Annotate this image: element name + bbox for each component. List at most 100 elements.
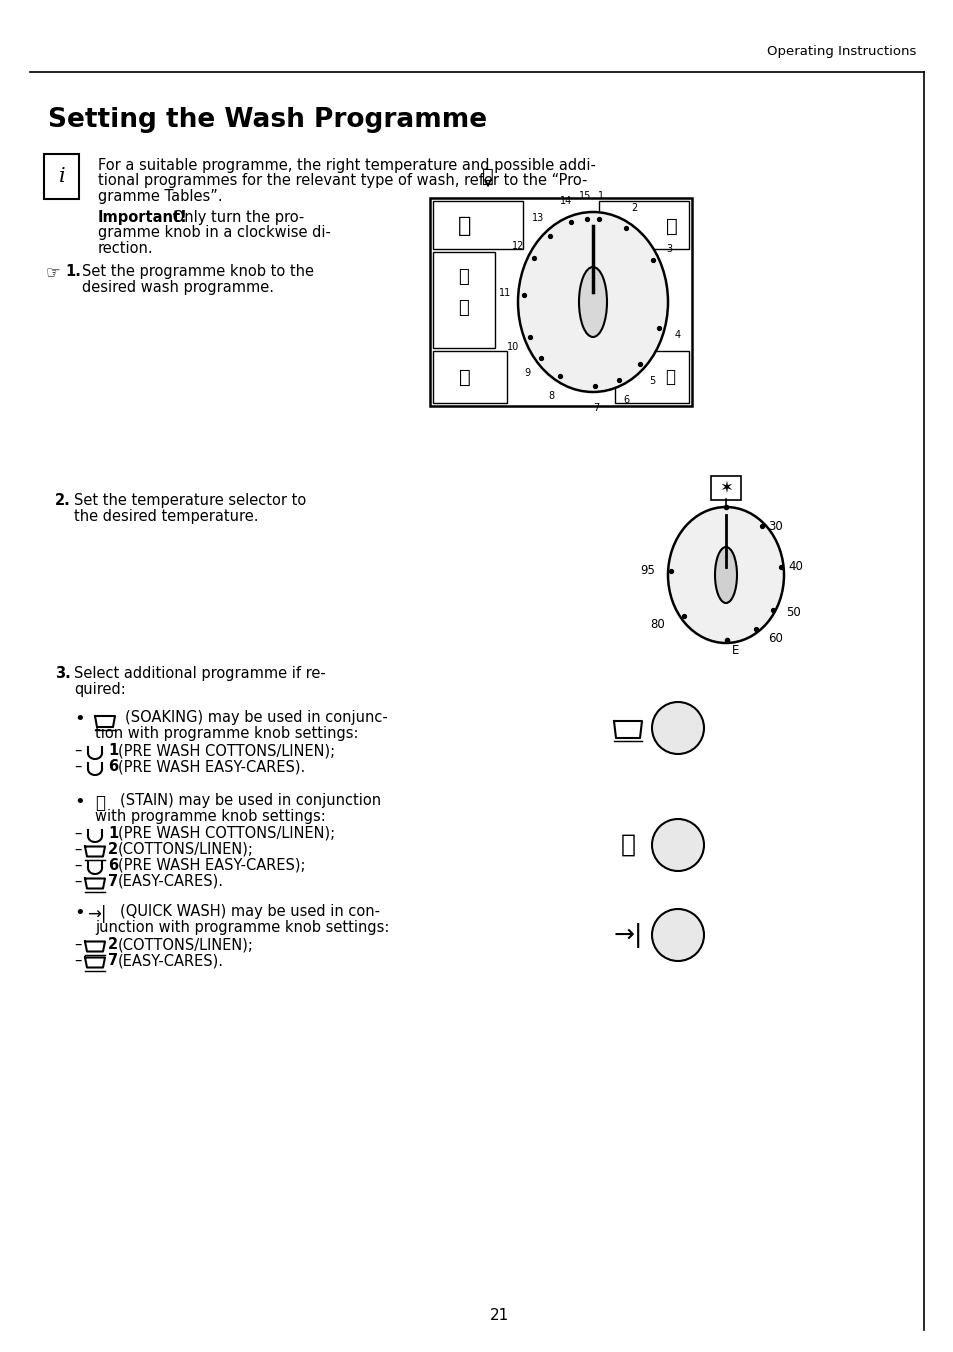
Text: junction with programme knob settings:: junction with programme knob settings:: [95, 919, 389, 936]
Text: –: –: [74, 953, 81, 968]
Ellipse shape: [517, 212, 667, 392]
Text: 13: 13: [532, 214, 544, 223]
Text: (SOAKING) may be used in conjunc-: (SOAKING) may be used in conjunc-: [125, 710, 387, 725]
FancyBboxPatch shape: [615, 352, 688, 403]
Text: 80: 80: [650, 618, 664, 631]
Text: gramme knob in a clockwise di-: gramme knob in a clockwise di-: [98, 226, 331, 241]
FancyBboxPatch shape: [710, 476, 740, 500]
Text: →|: →|: [87, 904, 107, 923]
FancyBboxPatch shape: [598, 201, 688, 249]
Text: 🧤: 🧤: [458, 268, 469, 287]
Circle shape: [651, 909, 703, 961]
Text: 14: 14: [559, 196, 571, 206]
Text: 🧶: 🧶: [458, 299, 469, 316]
Text: Important!: Important!: [98, 210, 188, 224]
Text: (COTTONS/LINEN);: (COTTONS/LINEN);: [118, 937, 253, 952]
Text: 60: 60: [768, 633, 782, 645]
Text: Operating Instructions: Operating Instructions: [766, 45, 915, 58]
Text: ⌾: ⌾: [481, 166, 494, 185]
Text: Only turn the pro-: Only turn the pro-: [168, 210, 304, 224]
FancyBboxPatch shape: [433, 201, 522, 249]
Text: tion with programme knob settings:: tion with programme knob settings:: [95, 726, 358, 741]
Text: 2.: 2.: [55, 493, 71, 508]
Text: ☞: ☞: [46, 264, 61, 283]
Text: 40: 40: [788, 561, 802, 573]
Text: ⏻: ⏻: [665, 216, 678, 235]
Text: 50: 50: [786, 607, 801, 619]
Text: –: –: [74, 842, 81, 857]
Text: •: •: [74, 794, 85, 811]
FancyBboxPatch shape: [430, 197, 691, 406]
Text: 9: 9: [523, 368, 530, 379]
Text: 👕: 👕: [95, 794, 105, 813]
Text: 7: 7: [108, 873, 118, 890]
Text: Select additional programme if re-: Select additional programme if re-: [74, 667, 325, 681]
Text: 1: 1: [108, 826, 118, 841]
Text: (STAIN) may be used in conjunction: (STAIN) may be used in conjunction: [120, 794, 381, 808]
Text: 1: 1: [597, 191, 603, 201]
Text: rection.: rection.: [98, 241, 153, 256]
Text: →|: →|: [613, 922, 642, 948]
Circle shape: [651, 819, 703, 871]
Text: For a suitable programme, the right temperature and possible addi-: For a suitable programme, the right temp…: [98, 158, 596, 173]
Text: 7: 7: [593, 403, 598, 414]
Text: –: –: [74, 859, 81, 873]
Text: (EASY-CARES).: (EASY-CARES).: [118, 953, 224, 968]
Text: 6: 6: [108, 758, 118, 773]
Text: –: –: [74, 826, 81, 841]
Text: Setting the Wash Programme: Setting the Wash Programme: [48, 107, 487, 132]
Text: ✶: ✶: [719, 479, 732, 498]
Text: •: •: [74, 904, 85, 922]
Text: desired wash programme.: desired wash programme.: [82, 280, 274, 295]
FancyBboxPatch shape: [433, 251, 495, 347]
Text: 6: 6: [108, 859, 118, 873]
Text: gramme Tables”.: gramme Tables”.: [98, 189, 222, 204]
Text: 95: 95: [639, 565, 655, 577]
Text: quired:: quired:: [74, 681, 126, 698]
Text: 👕: 👕: [619, 833, 635, 857]
Text: 8: 8: [548, 391, 554, 400]
Ellipse shape: [578, 266, 606, 337]
Text: –: –: [74, 937, 81, 952]
Text: Set the programme knob to the: Set the programme knob to the: [82, 264, 314, 279]
Text: ⌾: ⌾: [458, 368, 471, 387]
FancyBboxPatch shape: [433, 352, 506, 403]
Text: 15: 15: [578, 191, 591, 201]
Ellipse shape: [714, 548, 737, 603]
Text: the desired temperature.: the desired temperature.: [74, 508, 258, 525]
Text: (EASY-CARES).: (EASY-CARES).: [118, 873, 224, 890]
Text: 30: 30: [768, 521, 782, 534]
Text: (COTTONS/LINEN);: (COTTONS/LINEN);: [118, 842, 253, 857]
Text: 21: 21: [490, 1307, 509, 1324]
Text: (PRE WASH EASY-CARES);: (PRE WASH EASY-CARES);: [118, 859, 305, 873]
Text: 1.: 1.: [65, 264, 81, 279]
Text: 3: 3: [666, 243, 672, 254]
Text: –: –: [74, 744, 81, 758]
Text: 6: 6: [622, 396, 629, 406]
Text: 11: 11: [498, 288, 511, 297]
Text: 7: 7: [108, 953, 118, 968]
Text: 3.: 3.: [55, 667, 71, 681]
Text: 2: 2: [631, 203, 637, 214]
Text: 2: 2: [108, 842, 118, 857]
Text: (PRE WASH COTTONS/LINEN);: (PRE WASH COTTONS/LINEN);: [118, 826, 335, 841]
Text: (PRE WASH EASY-CARES).: (PRE WASH EASY-CARES).: [118, 758, 305, 773]
Text: •: •: [74, 710, 85, 727]
Circle shape: [651, 702, 703, 754]
FancyBboxPatch shape: [45, 154, 79, 199]
Text: tional programmes for the relevant type of wash, refer to the “Pro-: tional programmes for the relevant type …: [98, 173, 587, 188]
Text: E: E: [732, 645, 739, 657]
Text: (PRE WASH COTTONS/LINEN);: (PRE WASH COTTONS/LINEN);: [118, 744, 335, 758]
Text: ⏻: ⏻: [664, 368, 675, 387]
Text: with programme knob settings:: with programme knob settings:: [95, 808, 325, 823]
Text: 2: 2: [108, 937, 118, 952]
Text: –: –: [74, 758, 81, 773]
Text: 4: 4: [674, 330, 679, 339]
Ellipse shape: [667, 507, 783, 644]
Text: 10: 10: [506, 342, 518, 352]
Text: ⌾: ⌾: [457, 216, 471, 237]
Text: (QUICK WASH) may be used in con-: (QUICK WASH) may be used in con-: [120, 904, 379, 919]
Text: 12: 12: [511, 241, 523, 250]
Text: Set the temperature selector to: Set the temperature selector to: [74, 493, 306, 508]
Text: 1: 1: [108, 744, 118, 758]
